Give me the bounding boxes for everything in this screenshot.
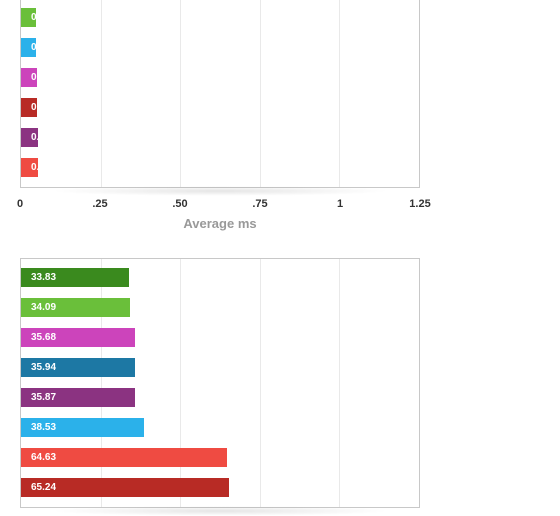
bar: 64.63 (21, 448, 227, 467)
bar: 35.87 (21, 388, 136, 407)
bar: 0.049 (21, 68, 56, 87)
bar-value-label: 38.53 (31, 422, 57, 433)
bar: 34.09 (21, 298, 130, 317)
chart-second: 33.83 34.09 35.68 35.94 35.87 38.53 64.63 65.24 (20, 258, 420, 508)
x-tick-label: 0 (16, 198, 24, 210)
bar-value-label: 34.09 (31, 302, 57, 313)
x-tick-label: 1.25 (409, 198, 431, 210)
gridline (180, 259, 181, 507)
chart-shadow (50, 186, 390, 196)
bar-value-label: 0.048 (31, 42, 57, 53)
bar: 65.24 (21, 478, 229, 497)
gridline (180, 0, 181, 187)
bar: 35.94 (21, 358, 136, 377)
bar: 0.048 (21, 38, 56, 57)
bar: 33.83 (21, 268, 129, 287)
bar-value-label: 0.052 (31, 132, 57, 143)
bar-value-label: 35.94 (31, 362, 57, 373)
x-tick-label: .50 (172, 198, 188, 210)
x-tick-label: .25 (92, 198, 108, 210)
gridline (260, 259, 261, 507)
bar-value-label: 35.87 (31, 392, 57, 403)
bar: 0.047 (21, 8, 56, 27)
gridline (101, 0, 102, 187)
chart-shadow (50, 506, 390, 516)
bar: 38.53 (21, 418, 144, 437)
bar: 0.050 (21, 98, 56, 117)
bar-value-label: 0.049 (31, 72, 57, 83)
chart-average-ms: 0.047 0.048 0.049 0.050 0.052 0.053 (20, 0, 420, 188)
bar-value-label: 33.83 (31, 272, 57, 283)
bar: 0.053 (21, 158, 56, 177)
x-tick-label: 1 (336, 198, 344, 210)
bar-value-label: 0.053 (31, 162, 57, 173)
bar-value-label: 64.63 (31, 452, 57, 463)
bar: 0.052 (21, 128, 56, 147)
gridline (101, 259, 102, 507)
bar-value-label: 65.24 (31, 482, 57, 493)
bar-value-label: 35.68 (31, 332, 57, 343)
gridline (260, 0, 261, 187)
gridline (339, 259, 340, 507)
bar: 35.68 (21, 328, 135, 347)
x-axis-title: Average ms (183, 216, 257, 231)
gridline (339, 0, 340, 187)
bar-value-label: 0.050 (31, 102, 57, 113)
x-tick-label: .75 (252, 198, 268, 210)
bar-value-label: 0.047 (31, 12, 57, 23)
